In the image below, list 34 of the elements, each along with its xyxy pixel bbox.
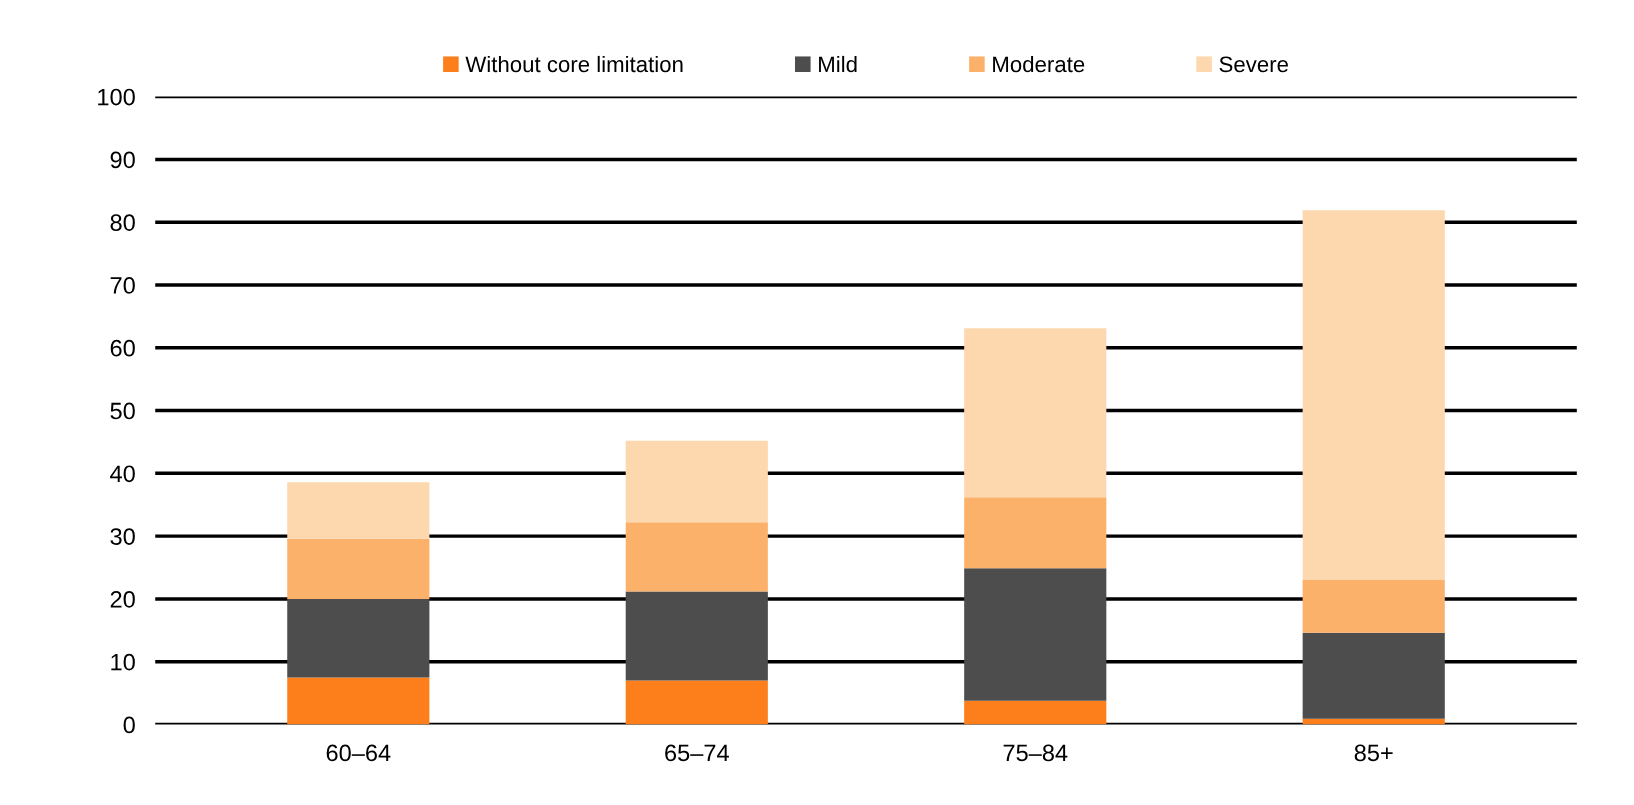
bar [964,568,1107,701]
y-tick-label: 80 [110,214,135,231]
bar [964,700,1107,725]
x-tick-label: 65–74 [665,744,729,762]
y-tick-label: 90 [110,151,135,169]
legend-label: Moderate [993,55,1085,73]
y-tick-label: 100 [98,88,135,106]
legend-label: Mild [819,55,857,73]
legend-label: Severe [1219,56,1288,73]
y-tick-label: 30 [110,528,135,545]
y-tick-label: 10 [111,653,135,671]
bar [625,522,768,592]
legend-label: Without core limitation [465,55,683,73]
y-tick-label: 40 [110,465,135,483]
y-tick-label: 60 [110,339,135,357]
x-tick-label: 75–84 [1003,744,1068,762]
bar [625,680,768,725]
y-tick-label: 0 [123,716,135,734]
bar [287,538,430,599]
bar [287,677,430,725]
bar [287,598,430,678]
bar [625,440,768,523]
bar [625,591,768,681]
bar [1302,210,1445,581]
y-tick-label: 20 [110,590,135,608]
y-tick-label: 70 [110,277,135,294]
x-tick-label: 60–64 [326,744,391,762]
bar [964,328,1107,498]
bar [1302,580,1445,633]
bar [1302,632,1445,719]
y-tick-label: 50 [110,402,135,420]
bar [964,497,1107,569]
bar [287,482,430,539]
x-tick-label: 85+ [1354,744,1393,762]
